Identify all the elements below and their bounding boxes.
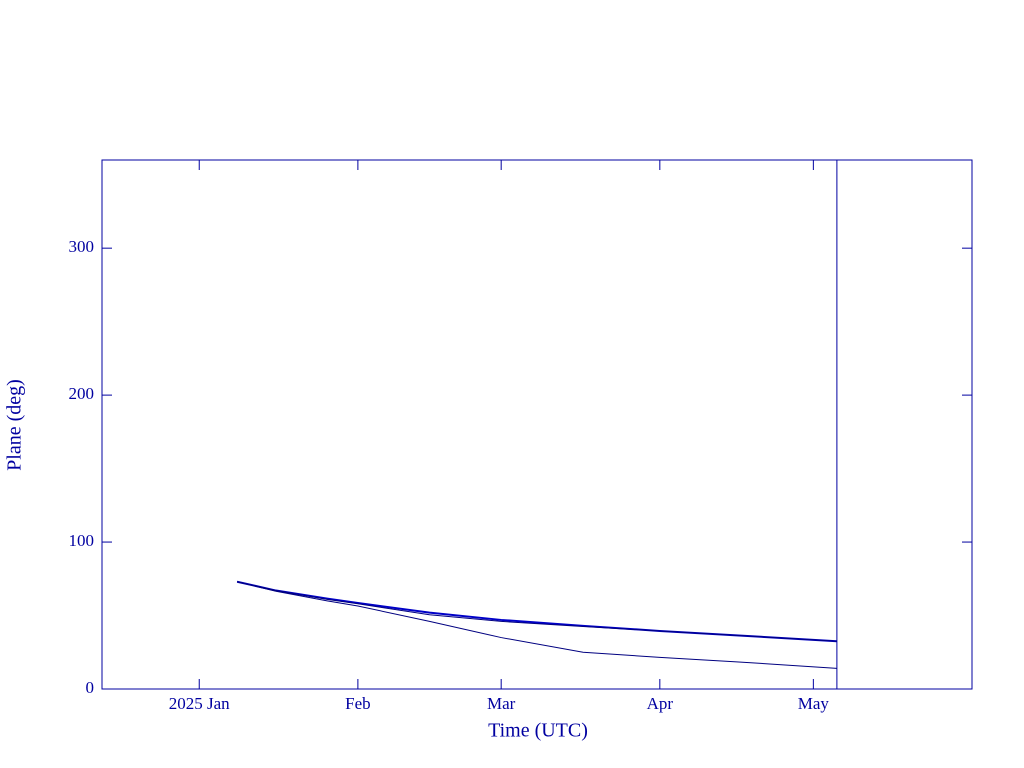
y-tick-label: 0: [86, 678, 95, 697]
y-tick-label: 100: [69, 531, 95, 550]
y-tick-label: 200: [69, 384, 95, 403]
y-axis-label: Plane (deg): [4, 379, 26, 471]
series-line: [236, 581, 837, 642]
plot-frame: [101, 159, 973, 690]
x-tick-label: May: [798, 694, 830, 713]
y-tick-label: 300: [69, 237, 95, 256]
x-tick-label: Mar: [487, 694, 516, 713]
x-tick-label: Feb: [345, 694, 371, 713]
x-axis-label: Time (UTC): [488, 720, 588, 742]
series-line: [236, 580, 837, 643]
series-line: [236, 581, 837, 669]
x-tick-label: 2025 Jan: [169, 694, 230, 713]
x-tick-label: Apr: [647, 694, 674, 713]
